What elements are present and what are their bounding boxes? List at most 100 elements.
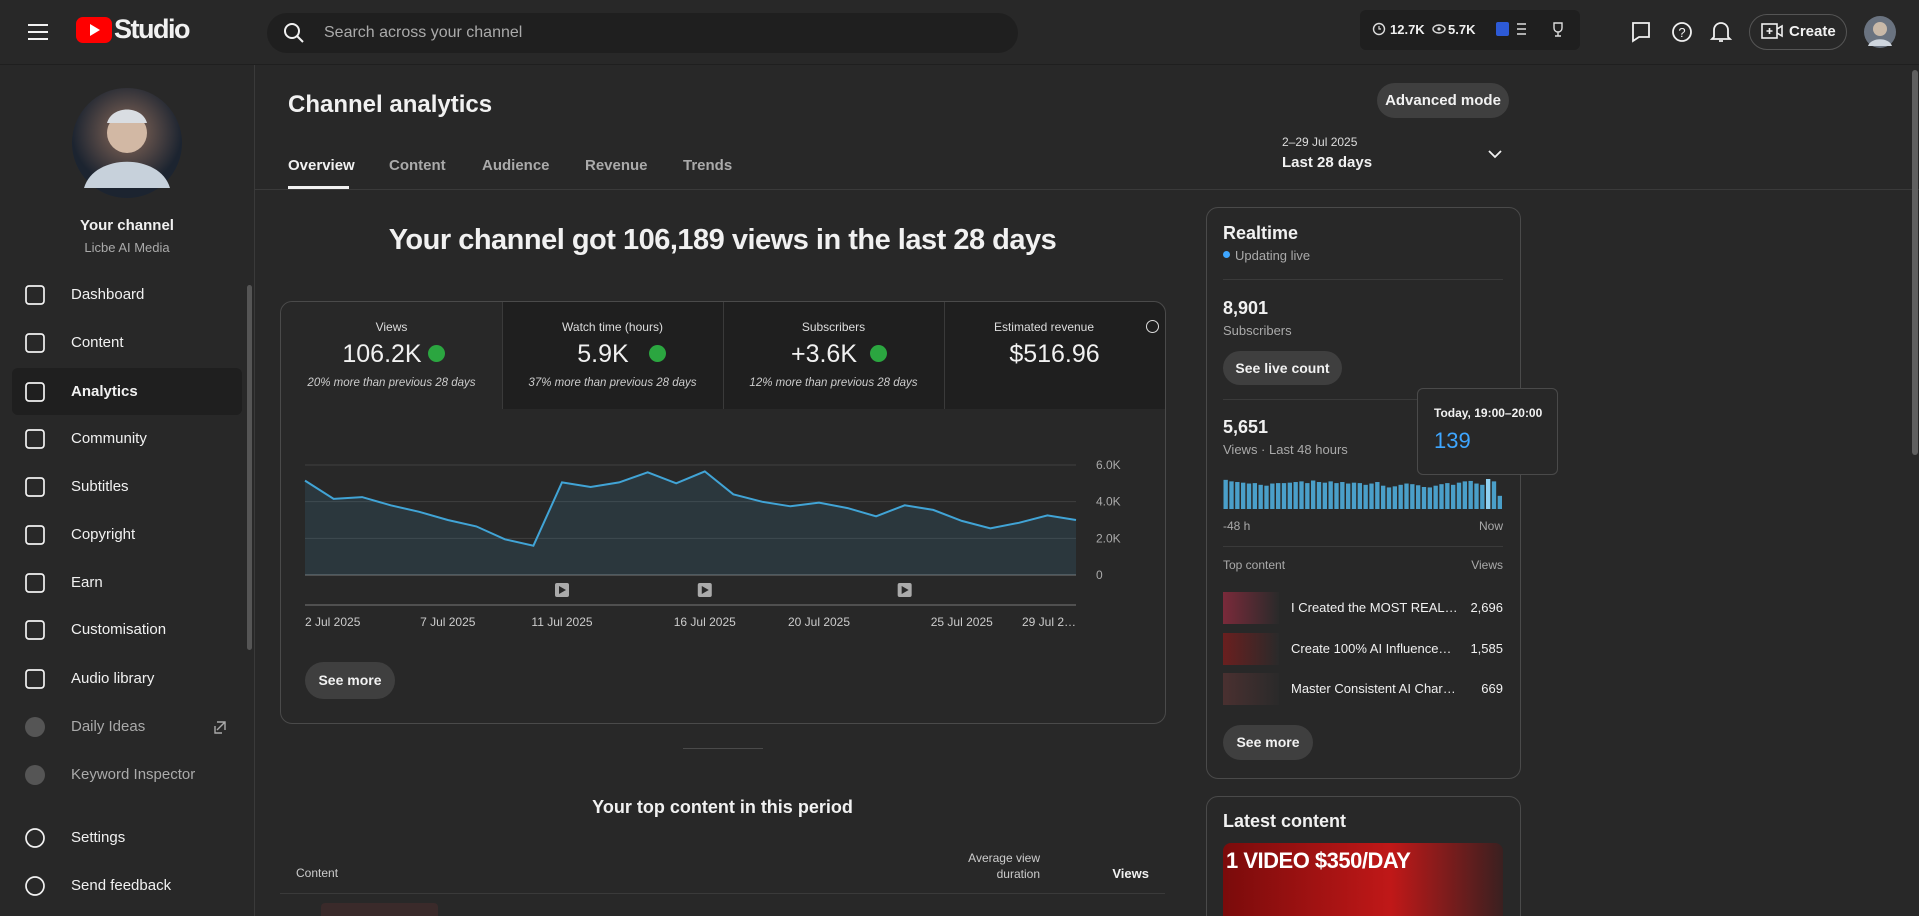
tooltip-value: 139: [1434, 428, 1471, 453]
nav-item[interactable]: Send feedback: [71, 877, 172, 894]
realtime-bar: [1421, 486, 1427, 509]
nav-item[interactable]: Subtitles: [71, 478, 129, 495]
account-avatar[interactable]: [1864, 16, 1896, 48]
sidebar-scrollbar: [247, 285, 252, 650]
metric-cell[interactable]: [281, 302, 502, 409]
realtime-bar: [1375, 482, 1380, 509]
period[interactable]: Last 28 days: [1282, 154, 1373, 171]
rt-subscribers-label: Subscribers: [1223, 323, 1292, 338]
nav-item[interactable]: Settings: [71, 829, 126, 846]
section-divider: [683, 748, 763, 749]
nav-item[interactable]: Dashboard: [71, 286, 145, 303]
rt-subscribers: 8,901: [1223, 298, 1269, 318]
tab[interactable]: Overview: [288, 157, 355, 174]
table-divider: [280, 893, 1165, 894]
nav-item[interactable]: Daily Ideas: [71, 718, 146, 735]
headline: Your channel got 106,189 views in the la…: [388, 224, 1057, 256]
realtime-bar: [1486, 479, 1491, 509]
rt-see-more[interactable]: See more: [1223, 725, 1313, 760]
realtime-bar: [1439, 484, 1444, 509]
rt-axis-start: -48 h: [1223, 519, 1251, 533]
realtime-bar: [1480, 484, 1485, 509]
nav-icons: [25, 285, 226, 896]
realtime-bar: [1451, 484, 1456, 509]
column-avg-duration[interactable]: Average view duration: [968, 851, 1040, 881]
latest-card: [1206, 796, 1521, 916]
realtime-bar: [1264, 485, 1269, 509]
tab[interactable]: Revenue: [585, 157, 648, 174]
metric-cell[interactable]: [944, 302, 1165, 409]
tab[interactable]: Content: [389, 157, 446, 174]
top-content-title: Your top content in this period: [592, 797, 853, 817]
channel-avatar[interactable]: [72, 88, 182, 198]
realtime-bar: [1410, 484, 1415, 509]
nav-item[interactable]: Audio library: [71, 670, 155, 687]
logo-icon[interactable]: [76, 17, 112, 43]
nav-icon: [25, 765, 45, 785]
column-content: Content: [296, 866, 339, 880]
create-label[interactable]: Create: [1789, 23, 1836, 40]
trend-up-icon: [649, 345, 666, 362]
content-thumbnail[interactable]: [321, 903, 438, 916]
search-box[interactable]: [267, 13, 1018, 53]
area: [305, 471, 1076, 575]
metric-cell[interactable]: [723, 302, 945, 409]
date-range[interactable]: 2–29 Jul 2025: [1282, 135, 1358, 149]
top-content-thumbnail[interactable]: [1223, 633, 1279, 665]
menu-icon[interactable]: [26, 20, 50, 44]
tab[interactable]: Audience: [482, 157, 550, 174]
latest-thumbnail[interactable]: [1223, 843, 1503, 916]
top-content-thumbnail[interactable]: [1223, 673, 1279, 705]
top-content-thumbnail[interactable]: [1223, 592, 1279, 624]
metric-cell[interactable]: [502, 302, 724, 409]
top-content-title[interactable]: Master Consistent AI Char…: [1291, 681, 1456, 696]
stat-views: 5.7K: [1448, 22, 1476, 37]
metric-value: +3.6K: [790, 340, 858, 368]
top-content-title[interactable]: I Created the MOST REAL…: [1291, 600, 1458, 615]
nav-item[interactable]: Earn: [71, 574, 103, 591]
nav-item[interactable]: Keyword Inspector: [71, 766, 196, 783]
realtime-bar: [1235, 482, 1240, 509]
realtime-bar: [1468, 480, 1473, 509]
period-chevron[interactable]: [1487, 148, 1503, 160]
nav-item[interactable]: Content: [71, 334, 124, 351]
page-scrollbar: [1912, 70, 1918, 455]
nav-item[interactable]: Copyright: [71, 526, 136, 543]
realtime-bar: [1456, 482, 1462, 509]
realtime-title: Realtime: [1223, 223, 1299, 243]
realtime-bar: [1311, 480, 1316, 509]
logo-text[interactable]: Studio: [114, 14, 190, 44]
realtime-bar: [1252, 483, 1257, 509]
nav-icon: [25, 828, 45, 848]
metric-note: 20% more than previous 28 days: [307, 377, 476, 389]
nav-icon: [25, 333, 45, 353]
realtime-bar: [1258, 484, 1263, 509]
nav-icon: [25, 525, 45, 545]
header-icons[interactable]: ?: [1630, 20, 1734, 44]
realtime-bar: [1427, 487, 1432, 509]
stats-box: [1360, 10, 1580, 50]
nav-item[interactable]: Community: [71, 430, 147, 447]
nav-item[interactable]: Analytics: [71, 383, 138, 400]
column-views[interactable]: Views: [1112, 866, 1149, 881]
metric-value: $516.96: [1009, 340, 1100, 368]
realtime-bar: [1305, 483, 1310, 509]
realtime-bar: [1334, 483, 1339, 509]
realtime-bar: [1241, 482, 1246, 509]
tab[interactable]: Trends: [683, 157, 733, 174]
y-tick-label: 2.0K: [1096, 531, 1121, 545]
realtime-bar: [1328, 481, 1333, 509]
create-button[interactable]: [1749, 14, 1847, 50]
metric-label: Estimated revenue: [993, 320, 1095, 334]
x-tick-label: 16 Jul 2025: [674, 615, 736, 629]
realtime-bar-chart: [1223, 479, 1502, 509]
realtime-bar: [1229, 481, 1234, 509]
nav-item[interactable]: Customisation: [71, 621, 167, 638]
views-chart: 0 2.0K 4.0K 6.0K 2 Jul 2025 7 Jul 2025 11 Jul …: [304, 458, 1121, 629]
see-live-count[interactable]: See live count: [1223, 351, 1342, 385]
top-content-title[interactable]: Create 100% AI Influence…: [1291, 641, 1452, 656]
nav-icon: [25, 669, 45, 689]
video-marker-play: [901, 586, 909, 594]
chart-see-more[interactable]: See more: [305, 662, 395, 699]
advanced-mode-button[interactable]: Advanced mode: [1377, 83, 1509, 118]
